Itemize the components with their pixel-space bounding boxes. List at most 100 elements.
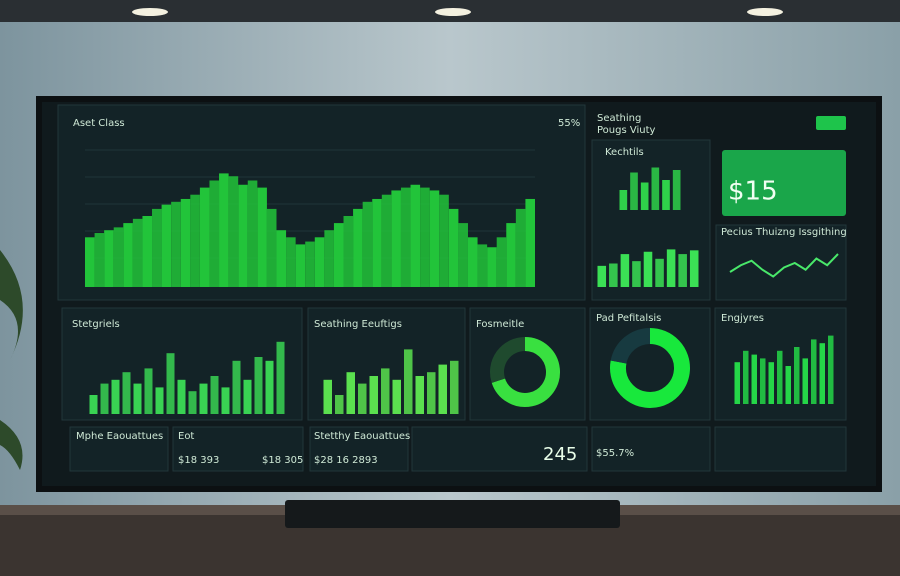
bar: [392, 379, 401, 414]
card-subtitle: Pougs Viuty: [597, 125, 656, 136]
bar: [381, 368, 390, 414]
bar: [180, 198, 191, 287]
donut-segment: [610, 328, 690, 408]
bar: [228, 176, 239, 287]
bar: [85, 237, 95, 287]
bar: [362, 201, 373, 287]
card-title: Stetthy Eaouattues: [314, 431, 410, 442]
card: [591, 426, 711, 472]
bar: [257, 187, 267, 287]
bar: [286, 237, 296, 287]
bar: [655, 258, 664, 287]
bar: [751, 354, 757, 404]
light: [435, 8, 471, 16]
bar: [391, 190, 401, 287]
bar: [155, 387, 164, 414]
panel-title: Kechtils: [605, 147, 644, 158]
bar: [525, 198, 535, 287]
bar: [295, 244, 306, 287]
bar: [662, 180, 670, 210]
bar: [410, 184, 421, 287]
bar: [276, 341, 285, 414]
bar: [487, 247, 497, 287]
bar: [420, 187, 430, 287]
bar: [323, 379, 332, 414]
bar: [777, 350, 783, 404]
bar: [515, 208, 526, 287]
bar: [609, 263, 618, 287]
bar: [276, 230, 287, 287]
card-value: $28 16 2893: [314, 455, 378, 466]
bar: [640, 182, 649, 210]
bar: [506, 223, 516, 287]
dashboard-title: Aset Class: [73, 118, 125, 129]
bar: [467, 237, 478, 287]
bar: [632, 261, 641, 287]
bar: [743, 350, 749, 404]
panel-title: Seathing Eeuftigs: [314, 319, 402, 330]
bar: [305, 241, 315, 287]
bar: [243, 379, 252, 414]
bar: [238, 184, 248, 287]
trend-line: [729, 253, 839, 278]
button[interactable]: [816, 116, 846, 130]
bar: [171, 201, 181, 287]
bar: [190, 194, 200, 287]
bar: [620, 254, 630, 287]
bar: [166, 353, 175, 414]
bar: [439, 194, 449, 287]
bar: [672, 170, 681, 210]
bar: [369, 376, 378, 414]
card: [411, 426, 588, 472]
bar: [450, 360, 459, 414]
bar: [811, 339, 817, 404]
donut-segment: [610, 328, 651, 365]
card-value: 245: [543, 444, 577, 465]
bar: [477, 244, 488, 287]
bar: [429, 190, 440, 287]
card-amount: $15: [728, 177, 778, 207]
tv-stand: [285, 500, 620, 528]
bar: [768, 362, 774, 404]
panel-title: Pad Pefitalsis: [596, 313, 661, 324]
card: [69, 426, 169, 472]
header-stat: 55%: [558, 118, 580, 129]
bar: [199, 383, 208, 414]
bar: [161, 204, 172, 287]
bar: [785, 366, 791, 404]
bar: [343, 216, 354, 287]
bar: [177, 379, 186, 414]
bar: [651, 167, 660, 210]
card-title: Eot: [178, 431, 194, 442]
bar: [346, 372, 355, 414]
bar: [448, 208, 459, 287]
card-value: $55.7%: [596, 448, 634, 459]
bar: [458, 223, 468, 287]
bar: [381, 194, 392, 287]
bar: [794, 347, 800, 404]
bar: [221, 387, 230, 414]
card-title: Seathing: [597, 113, 641, 124]
bar: [254, 357, 263, 414]
bar: [597, 265, 607, 287]
bar: [247, 180, 258, 287]
bar: [199, 187, 210, 287]
bar: [335, 395, 344, 414]
bar: [427, 372, 436, 414]
bar: [219, 173, 229, 287]
bar: [142, 216, 153, 287]
bar: [415, 376, 424, 414]
bar: [209, 180, 220, 287]
bar: [630, 172, 638, 210]
bar: [132, 218, 143, 287]
bar: [760, 358, 766, 404]
card-value: $18 305: [262, 455, 303, 466]
bar: [828, 335, 834, 404]
bar: [404, 349, 413, 414]
bar: [89, 395, 98, 414]
value-card: [722, 150, 846, 216]
bar: [333, 223, 344, 287]
bar: [232, 360, 241, 414]
